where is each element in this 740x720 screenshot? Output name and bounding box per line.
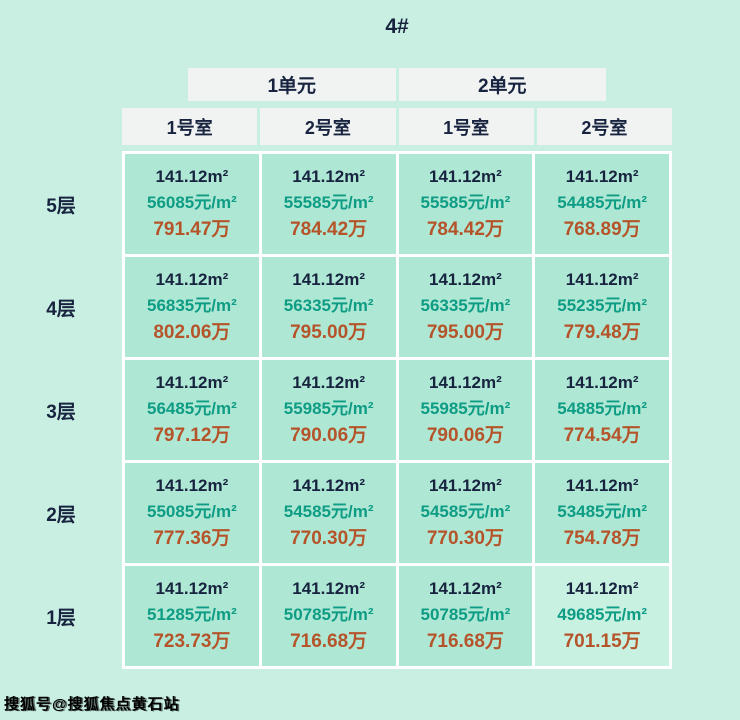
total-price-value: 795.00万 [290, 322, 368, 343]
unit-price-value: 56335元/m² [420, 296, 511, 315]
unit-price-value: 55585元/m² [420, 193, 511, 212]
unit-price-value: 55985元/m² [420, 399, 511, 418]
floor-label-column: 5层 4层 3层 2层 1层 [0, 151, 122, 669]
unit-price-value: 54885元/m² [557, 399, 648, 418]
price-cell-3f-u2r2: 141.12m² 54885元/m² 774.54万 [535, 360, 669, 460]
price-cell-2f-u1r1: 141.12m² 55085元/m² 777.36万 [125, 463, 259, 563]
area-value: 141.12m² [428, 579, 502, 598]
unit-price-value: 55235元/m² [557, 296, 648, 315]
area-value: 141.12m² [428, 270, 502, 289]
area-value: 141.12m² [565, 167, 639, 186]
total-price-value: 770.30万 [290, 528, 368, 549]
room-header-u1-r2: 2号室 [260, 108, 396, 145]
unit-header-1: 1单元 [188, 68, 396, 101]
total-price-value: 716.68万 [290, 631, 368, 652]
price-cell-5f-u1r2: 141.12m² 55585元/m² 784.42万 [261, 154, 396, 254]
unit-price-value: 54585元/m² [420, 502, 511, 521]
total-price-value: 791.47万 [153, 219, 231, 240]
area-value: 141.12m² [292, 579, 366, 598]
unit-price-value: 56085元/m² [146, 193, 237, 212]
unit-header-2: 2单元 [398, 68, 606, 101]
price-cell-5f-u1r1: 141.12m² 56085元/m² 791.47万 [125, 154, 259, 254]
area-value: 141.12m² [292, 167, 366, 186]
total-price-value: 701.15万 [563, 631, 641, 652]
floor-label-5: 5层 [46, 195, 76, 217]
price-cell-5f-u2r1: 141.12m² 55585元/m² 784.42万 [398, 154, 533, 254]
unit-price-value: 54485元/m² [557, 193, 648, 212]
price-cell-2f-u2r1: 141.12m² 54585元/m² 770.30万 [398, 463, 533, 563]
area-value: 141.12m² [565, 476, 639, 495]
price-cell-1f-u2r1: 141.12m² 50785元/m² 716.68万 [398, 566, 533, 666]
total-price-value: 716.68万 [426, 631, 504, 652]
room-header-u2-r2: 2号室 [536, 108, 672, 145]
unit-price-value: 55085元/m² [146, 502, 237, 521]
total-price-value: 797.12万 [153, 425, 231, 446]
floor-label-4: 4层 [46, 298, 76, 320]
price-cell-1f-u2r2: 141.12m² 49685元/m² 701.15万 [535, 566, 669, 666]
room-header-u1-r1: 1号室 [122, 108, 258, 145]
area-value: 141.12m² [428, 476, 502, 495]
area-value: 141.12m² [565, 579, 639, 598]
total-price-value: 774.54万 [563, 425, 641, 446]
unit-price-value: 49685元/m² [557, 605, 648, 624]
price-table-body: 5层 4层 3层 2层 1层 141.12m² 56085元/m² 791.47… [0, 151, 740, 669]
unit-price-value: 56335元/m² [283, 296, 374, 315]
price-cell-4f-u2r1: 141.12m² 56335元/m² 795.00万 [398, 257, 533, 357]
area-value: 141.12m² [155, 373, 229, 392]
room-header-row: 1号室 2号室 1号室 2号室 [122, 108, 672, 145]
floor-label-2: 2层 [46, 504, 76, 526]
price-cell-4f-u2r2: 141.12m² 55235元/m² 779.48万 [535, 257, 669, 357]
total-price-value: 770.30万 [426, 528, 504, 549]
price-cell-2f-u1r2: 141.12m² 54585元/m² 770.30万 [261, 463, 396, 563]
unit-price-value: 53485元/m² [557, 502, 648, 521]
floor-label-1: 1层 [46, 607, 76, 629]
unit-price-value: 51285元/m² [146, 605, 237, 624]
unit-price-value: 50785元/m² [420, 605, 511, 624]
area-value: 141.12m² [155, 167, 229, 186]
unit-price-value: 55585元/m² [283, 193, 374, 212]
area-value: 141.12m² [292, 373, 366, 392]
price-cell-5f-u2r2: 141.12m² 54485元/m² 768.89万 [535, 154, 669, 254]
total-price-value: 777.36万 [153, 528, 231, 549]
area-value: 141.12m² [155, 579, 229, 598]
unit-header-row: 1单元 2单元 [122, 68, 672, 101]
area-value: 141.12m² [292, 476, 366, 495]
total-price-value: 795.00万 [426, 322, 504, 343]
price-cell-3f-u2r1: 141.12m² 55985元/m² 790.06万 [398, 360, 533, 460]
total-price-value: 768.89万 [563, 219, 641, 240]
total-price-value: 790.06万 [290, 425, 368, 446]
total-price-value: 779.48万 [563, 322, 641, 343]
unit-price-value: 50785元/m² [283, 605, 374, 624]
area-value: 141.12m² [565, 270, 639, 289]
unit-price-value: 55985元/m² [283, 399, 374, 418]
building-title: 4# [385, 15, 409, 38]
price-cell-1f-u1r2: 141.12m² 50785元/m² 716.68万 [261, 566, 396, 666]
area-value: 141.12m² [565, 373, 639, 392]
price-cell-3f-u1r1: 141.12m² 56485元/m² 797.12万 [125, 360, 259, 460]
total-price-value: 802.06万 [153, 322, 231, 343]
total-price-value: 723.73万 [153, 631, 231, 652]
total-price-value: 754.78万 [563, 528, 641, 549]
sohu-watermark: 搜狐号@搜狐焦点黄石站 [4, 696, 180, 713]
unit-price-value: 56835元/m² [146, 296, 237, 315]
area-value: 141.12m² [155, 476, 229, 495]
area-value: 141.12m² [155, 270, 229, 289]
area-value: 141.12m² [428, 373, 502, 392]
price-cell-4f-u1r1: 141.12m² 56835元/m² 802.06万 [125, 257, 259, 357]
total-price-value: 784.42万 [426, 219, 504, 240]
price-cell-3f-u1r2: 141.12m² 55985元/m² 790.06万 [261, 360, 396, 460]
total-price-value: 784.42万 [290, 219, 368, 240]
unit-price-value: 54585元/m² [283, 502, 374, 521]
total-price-value: 790.06万 [426, 425, 504, 446]
area-value: 141.12m² [292, 270, 366, 289]
area-value: 141.12m² [428, 167, 502, 186]
price-cell-2f-u2r2: 141.12m² 53485元/m² 754.78万 [535, 463, 669, 563]
floor-label-3: 3层 [46, 401, 76, 423]
price-cell-4f-u1r2: 141.12m² 56335元/m² 795.00万 [261, 257, 396, 357]
price-cells-grid: 141.12m² 56085元/m² 791.47万 141.12m² 5558… [122, 151, 672, 669]
room-header-u2-r1: 1号室 [398, 108, 534, 145]
price-cell-1f-u1r1: 141.12m² 51285元/m² 723.73万 [125, 566, 259, 666]
unit-price-value: 56485元/m² [146, 399, 237, 418]
